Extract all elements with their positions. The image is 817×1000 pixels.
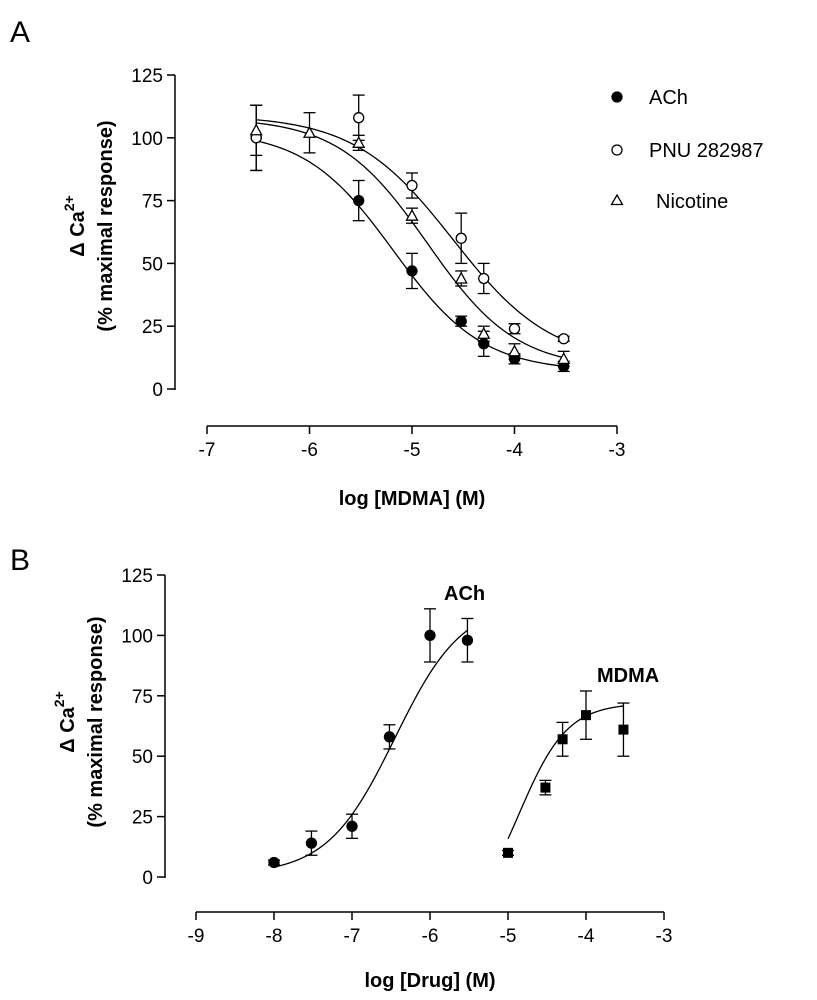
panel-b-point-ach [383, 731, 396, 743]
panel-b-x-tick-label: -7 [344, 926, 361, 947]
panel-b-point-ach [461, 634, 474, 646]
panel-b-y-axis-title: Δ Ca2+ [51, 691, 79, 752]
panel-a: A Δ Ca2+ (% maximal response) 0 25 50 75 100… [10, 16, 764, 510]
panel-a-point-nicotine [477, 326, 491, 339]
panel-a-point-nicotine [557, 352, 571, 365]
panel-a-point-nicotine [249, 123, 263, 136]
panel-a-x-tick-label: -4 [506, 440, 523, 461]
panel-a-point-pnu-282987 [406, 179, 418, 192]
panel-b-point-mdma [618, 724, 629, 735]
panel-b-point-mdma [503, 847, 513, 858]
panel-a-point-pnu-282987 [558, 333, 570, 345]
panel-b-x-tick-label: -6 [422, 926, 439, 947]
panel-a-y-axis-title: Δ Ca2+ [61, 195, 89, 256]
panel-a-data-points [249, 112, 571, 373]
panel-b-y-tick-label: 125 [121, 566, 153, 587]
panel-a-fit-curve-pnu-282987 [256, 119, 564, 341]
panel-b-y-tick-label: 0 [142, 868, 153, 889]
panel-b-x-tick-label: -5 [500, 926, 517, 947]
panel-b-point-ach [305, 837, 318, 849]
legend-marker-ach [611, 91, 623, 103]
legend-label-pnu: PNU 282987 [649, 140, 764, 162]
panel-a-point-nicotine [405, 208, 419, 221]
panel-b: B Δ Ca2+ (% maximal response) 0 25 50 75 100… [10, 544, 672, 992]
panel-a-y-tick-label: 25 [142, 317, 163, 338]
panel-a-y-ticks: 0 25 50 75 100 125 [131, 66, 175, 401]
panel-b-point-mdma [557, 734, 568, 745]
panel-a-y-tick-label: 0 [152, 380, 163, 401]
panel-a-point-nicotine [507, 344, 522, 357]
panel-a-y-tick-label: 125 [131, 66, 163, 87]
panel-a-x-tick-label: -3 [609, 440, 626, 461]
legend-label-nicotine: Nicotine [656, 191, 728, 213]
panel-b-y-tick-label: 50 [132, 747, 153, 768]
panel-a-point-ach [455, 315, 467, 327]
panel-a-point-pnu-282987 [478, 272, 490, 285]
panel-b-x-ticks: -9 -8 -7 -6 -5 -4 -3 [188, 912, 673, 947]
panel-b-point-mdma [540, 782, 551, 793]
panel-b-data-points [268, 629, 629, 869]
panel-b-y-title-symbol: Δ Ca [57, 706, 79, 752]
panel-b-x-tick-label: -8 [266, 926, 283, 947]
legend-marker-pnu [611, 144, 623, 156]
panel-b-x-tick-label: -9 [188, 926, 205, 947]
panel-b-point-ach [424, 629, 436, 642]
panel-a-y-axis-title-line2: (% maximal response) [95, 120, 117, 331]
panel-a-y-tick-label: 75 [142, 192, 163, 213]
panel-a-error-bars [250, 94, 570, 373]
panel-b-fit-curves [273, 629, 624, 868]
panel-a-point-nicotine [302, 125, 317, 138]
panel-letter-a: A [10, 16, 30, 49]
panel-b-x-tick-label: -4 [578, 926, 595, 947]
panel-a-point-pnu-282987 [508, 323, 521, 335]
legend-label-ach: ACh [649, 87, 688, 109]
panel-a-y-title-superscript: 2+ [61, 195, 77, 211]
panel-b-label-ach: ACh [444, 583, 485, 605]
panel-a-x-tick-label: -7 [199, 440, 216, 461]
panel-a-point-pnu-282987 [353, 112, 365, 124]
panel-a-x-ticks: -7 -6 -5 -4 -3 [199, 426, 626, 461]
panel-a-point-ach [353, 194, 365, 207]
panel-a-legend: ACh PNU 282987 Nicotine [610, 87, 764, 213]
panel-b-y-tick-label: 25 [132, 808, 153, 829]
panel-b-point-mdma [581, 710, 591, 721]
panel-a-y-title-symbol: Δ Ca [67, 210, 89, 256]
panel-a-y-tick-label: 100 [131, 129, 163, 150]
panel-b-fit-curve-ach [273, 629, 468, 868]
panel-b-y-tick-label: 75 [132, 687, 153, 708]
panel-a-point-pnu-282987 [455, 232, 467, 244]
panel-b-point-ach [346, 820, 358, 832]
panel-a-point-ach [406, 265, 418, 277]
panel-b-y-tick-label: 100 [121, 626, 153, 647]
panel-b-y-title-superscript: 2+ [51, 691, 67, 707]
panel-b-x-tick-label: -3 [656, 926, 673, 947]
panel-b-fit-curve-mdma [507, 705, 624, 840]
panel-a-point-ach [478, 338, 490, 350]
panel-b-y-ticks: 0 25 50 75 100 125 [121, 566, 165, 889]
panel-letter-b: B [10, 544, 30, 577]
panel-a-x-tick-label: -5 [404, 440, 421, 461]
panel-a-point-nicotine [352, 135, 366, 148]
panel-a-point-nicotine [454, 271, 468, 284]
panel-b-y-axis-title-line2: (% maximal response) [85, 616, 107, 827]
legend-marker-nicotine [610, 193, 624, 206]
panel-b-x-axis-title: log [Drug] (M) [364, 970, 495, 992]
panel-b-point-ach [268, 856, 280, 869]
panel-a-x-axis-title: log [MDMA] (M) [339, 488, 486, 510]
panel-a-y-tick-label: 50 [142, 254, 163, 275]
panel-b-label-mdma: MDMA [597, 665, 659, 687]
panel-a-x-tick-label: -6 [301, 440, 318, 461]
